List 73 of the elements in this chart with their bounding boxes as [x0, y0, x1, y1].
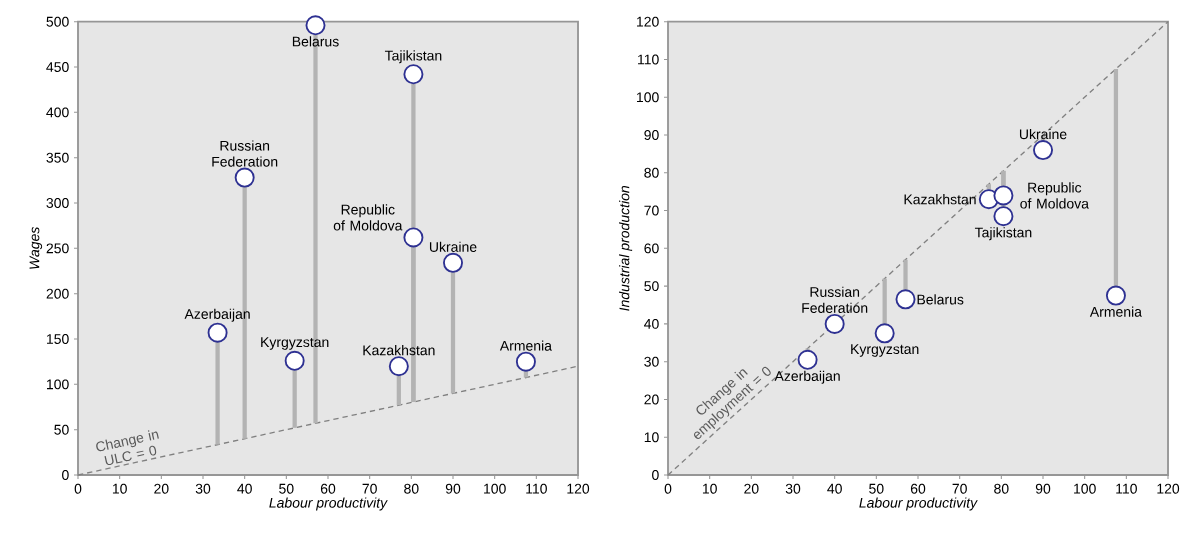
x-tick-label: 20 [744, 483, 759, 494]
annotation: Belarus [917, 294, 964, 305]
y-tick-label: 80 [644, 167, 659, 178]
y-tick-label: 60 [644, 243, 659, 254]
annotation: Belarus [292, 36, 339, 47]
y-tick-label: 100 [637, 92, 659, 103]
x-axis-title: Labour productivity [269, 497, 388, 511]
annotation: Russian Federation [802, 286, 868, 313]
x-tick-label: 110 [1116, 483, 1137, 494]
y-axis-title: Industrial production [619, 185, 633, 311]
x-tick-label: 120 [567, 483, 590, 494]
annotation: Republic of Moldova [1020, 182, 1089, 209]
x-tick-label: 10 [112, 483, 127, 494]
y-tick-label: 150 [47, 334, 69, 344]
y-tick-label: 500 [46, 16, 69, 27]
y-tick-label: 20 [644, 394, 659, 405]
annotation: Ukraine [1019, 128, 1067, 140]
x-tick-label: 70 [362, 483, 377, 494]
y-tick-label: 100 [47, 379, 69, 390]
y-tick-label: 350 [46, 152, 69, 163]
x-tick-label: 30 [195, 483, 211, 494]
x-tick-label: 40 [237, 483, 252, 494]
x-tick-label: 90 [1035, 483, 1051, 494]
y-tick-label: 200 [46, 288, 69, 299]
annotation: Kyrgyzstan [261, 337, 329, 350]
x-tick-label: 100 [484, 483, 506, 494]
x-tick-label: 90 [445, 483, 461, 494]
y-tick-label: 90 [644, 130, 659, 140]
annotation: Armenia [1089, 306, 1142, 317]
y-tick-label: 120 [637, 16, 659, 27]
x-axis-title: Labour productivity [859, 497, 978, 511]
annotation: Russian Federation [212, 140, 278, 167]
y-tick-label: 250 [46, 243, 69, 254]
x-tick-label: 0 [74, 483, 82, 494]
annotation: Azerbaijan [774, 370, 840, 384]
annotation: Azerbaijan [184, 308, 250, 322]
y-tick-label: 40 [644, 318, 659, 329]
annotation: Kyrgyzstan [851, 344, 919, 357]
x-tick-label: 50 [279, 483, 294, 494]
y-tick-label: 0 [62, 470, 69, 480]
y-tick-label: 70 [644, 205, 659, 216]
x-tick-label: 10 [702, 483, 717, 494]
x-tick-label: 100 [1074, 483, 1096, 494]
x-tick-label: 60 [910, 483, 926, 494]
x-tick-label: 0 [664, 483, 672, 494]
x-tick-label: 40 [827, 483, 842, 494]
x-tick-label: 70 [952, 483, 967, 494]
y-tick-label: 50 [644, 281, 659, 292]
x-tick-label: 20 [154, 483, 169, 494]
x-tick-label: 120 [1157, 483, 1180, 494]
y-tick-label: 110 [638, 54, 659, 65]
x-tick-label: 30 [785, 483, 801, 494]
annotation: Kazakhstan [904, 194, 976, 205]
annotation: Republic of Moldova [333, 204, 403, 231]
x-tick-label: 110 [526, 483, 547, 494]
annotation: Change in ULC = 0 [96, 430, 159, 466]
y-tick-label: 300 [46, 198, 69, 208]
y-tick-label: 30 [644, 356, 659, 367]
y-axis-title: Wages [29, 226, 43, 269]
annotation: Tajikistan [384, 50, 442, 64]
y-tick-label: 450 [46, 62, 69, 72]
y-tick-label: 400 [46, 107, 69, 118]
x-tick-label: 80 [994, 483, 1009, 494]
x-tick-label: 50 [869, 483, 884, 494]
y-tick-label: 50 [54, 424, 69, 435]
x-tick-label: 80 [404, 483, 419, 494]
annotation: Tajikistan [974, 227, 1032, 241]
x-tick-label: 60 [320, 483, 336, 494]
annotation: Armenia [499, 340, 552, 351]
annotation: Kazakhstan [363, 344, 435, 356]
annotation: Ukraine [429, 241, 477, 252]
y-tick-label: 0 [652, 470, 659, 480]
y-tick-label: 10 [644, 432, 659, 443]
